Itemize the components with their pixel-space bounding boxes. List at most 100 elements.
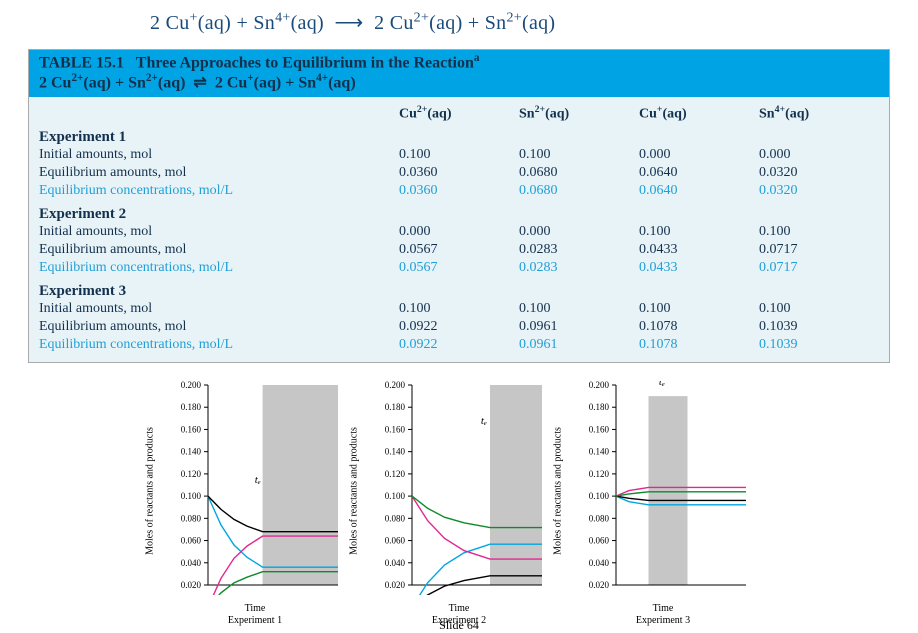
table-row: Equilibrium amounts, mol0.05670.02830.04… [29,241,889,259]
svg-text:0.040: 0.040 [181,558,202,568]
table-cell: 0.0640 [639,165,759,181]
row-label: Equilibrium concentrations, mol/L [39,337,399,353]
table-cell: 0.0567 [399,242,519,258]
chart-panel: Moles of reactants and products0.2000.18… [568,381,758,626]
table-cell: 0.0433 [639,260,759,276]
svg-text:0.140: 0.140 [385,447,406,457]
svg-text:0.180: 0.180 [181,403,202,413]
svg-text:0.040: 0.040 [385,558,406,568]
table-row: Initial amounts, mol0.1000.1000.1000.100 [29,300,889,318]
row-label: Equilibrium amounts, mol [39,319,399,335]
chart-xlabel: Time [160,603,350,614]
svg-text:0.200: 0.200 [181,381,202,390]
experiment-title: Experiment 3 [29,277,889,300]
svg-text:0.040: 0.040 [589,558,610,568]
svg-text:0.100: 0.100 [181,491,202,501]
table-row: Initial amounts, mol0.0000.0000.1000.100 [29,223,889,241]
col-head-2: Sn2+(aq) [519,104,639,123]
svg-text:0.020: 0.020 [181,580,202,590]
chart-ylabel: Moles of reactants and products [553,427,564,555]
svg-text:0.100: 0.100 [385,491,406,501]
chart-panel: Moles of reactants and products0.2000.18… [160,381,350,626]
row-label: Equilibrium concentrations, mol/L [39,183,399,199]
row-label: Equilibrium concentrations, mol/L [39,260,399,276]
table-cell: 0.0717 [759,242,879,258]
experiment-title: Experiment 2 [29,200,889,223]
table-cell: 0.0320 [759,165,879,181]
svg-text:0.200: 0.200 [589,381,610,390]
table-cell: 0.0961 [519,337,639,353]
svg-text:0.120: 0.120 [181,469,202,479]
table-cell: 0.0283 [519,260,639,276]
table-row: Equilibrium amounts, mol0.03600.06800.06… [29,164,889,182]
table-cell: 0.100 [639,301,759,317]
charts-row: Moles of reactants and products 0.200 0.18… [0,363,918,630]
table-cell: 0.0717 [759,260,879,276]
chart-svg: 0.200 0.180 0.160 0.140 0.120 0.100 0.080 0.060… [568,381,750,595]
svg-text:0.160: 0.160 [385,425,406,435]
svg-text:0.060: 0.060 [589,536,610,546]
table-cell: 0.1039 [759,319,879,335]
experiment-title: Experiment 1 [29,123,889,146]
row-label: Equilibrium amounts, mol [39,242,399,258]
table-cell: 0.100 [759,224,879,240]
table-row: Equilibrium concentrations, mol/L0.03600… [29,182,889,200]
table-column-headers: Cu2+(aq) Sn2+(aq) Cu+(aq) Sn4+(aq) [29,103,889,124]
table-cell: 0.100 [399,147,519,163]
table-body: Cu2+(aq) Sn2+(aq) Cu+(aq) Sn4+(aq) Exper… [29,97,889,363]
svg-text:0.200: 0.200 [385,381,406,390]
svg-text:0.100: 0.100 [589,491,610,501]
svg-text:0.080: 0.080 [589,514,610,524]
svg-text:0.140: 0.140 [589,447,610,457]
table-cell: 0.0320 [759,183,879,199]
svg-text:0.160: 0.160 [589,425,610,435]
table-cell: 0.1039 [759,337,879,353]
table-cell: 0.0680 [519,165,639,181]
svg-text:0.140: 0.140 [181,447,202,457]
col-head-3: Cu+(aq) [639,104,759,123]
svg-text:0.080: 0.080 [181,514,202,524]
table-cell: 0.0567 [399,260,519,276]
chart-ylabel: Moles of reactants and products [145,427,156,555]
chart-svg: 0.2000.1800.1600.1400.1200.1000.0800.060… [160,381,342,595]
svg-text:0.120: 0.120 [589,469,610,479]
te-label: tₑ [659,381,665,388]
te-label: tₑ [481,415,487,427]
table-title-line2: 2 Cu2+(aq) + Sn2+(aq) ⇌ 2 Cu+(aq) + Sn4+… [39,72,879,92]
table-cell: 0.0360 [399,165,519,181]
table-cell: 0.0922 [399,337,519,353]
row-label: Initial amounts, mol [39,147,399,163]
table-cell: 0.000 [759,147,879,163]
chart-ylabel: Moles of reactants and products [349,427,360,555]
table-row: Initial amounts, mol0.1000.1000.0000.000 [29,146,889,164]
chart-caption: Experiment 3 [568,615,758,626]
table-cell: 0.0961 [519,319,639,335]
table-title-line1: TABLE 15.1 Three Approaches to Equilibri… [39,52,879,72]
chart-svg: 0.2000.1800.1600.1400.1200.1000.0800.060… [364,381,546,595]
table-cell: 0.0433 [639,242,759,258]
table-cell: 0.100 [759,301,879,317]
table-cell: 0.000 [519,224,639,240]
table-cell: 0.0283 [519,242,639,258]
reaction-equation: 2 Cu+(aq) + Sn4+(aq) ⟶ 2 Cu2+(aq) + Sn2+… [0,0,918,49]
table-row: Equilibrium amounts, mol0.09220.09610.10… [29,318,889,336]
table-cell: 0.1078 [639,337,759,353]
table-cell: 0.000 [639,147,759,163]
table-cell: 0.1078 [639,319,759,335]
svg-text:0.180: 0.180 [385,403,406,413]
table-cell: 0.100 [519,147,639,163]
table-cell: 0.0680 [519,183,639,199]
svg-text:0.160: 0.160 [181,425,202,435]
row-label: Equilibrium amounts, mol [39,165,399,181]
chart-xlabel: Time [568,603,758,614]
svg-text:0.020: 0.020 [589,580,610,590]
svg-text:0.060: 0.060 [385,536,406,546]
table-row: Equilibrium concentrations, mol/L0.09220… [29,336,889,354]
table-header: TABLE 15.1 Three Approaches to Equilibri… [29,50,889,97]
table-cell: 0.0922 [399,319,519,335]
svg-text:0.180: 0.180 [589,403,610,413]
table-row: Equilibrium concentrations, mol/L0.05670… [29,259,889,277]
svg-text:0.080: 0.080 [385,514,406,524]
table-cell: 0.0360 [399,183,519,199]
equilibrium-table: TABLE 15.1 Three Approaches to Equilibri… [28,49,890,363]
